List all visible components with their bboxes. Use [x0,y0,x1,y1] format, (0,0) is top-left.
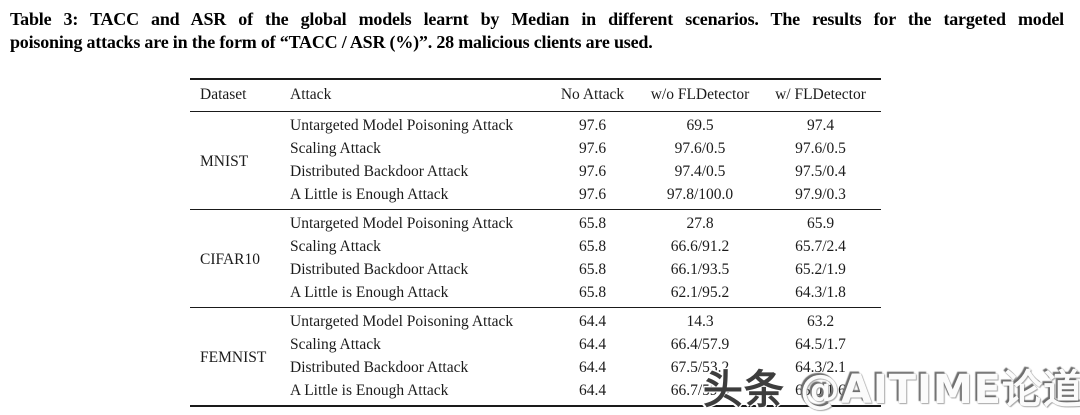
column-header-dataset: Dataset [200,86,247,103]
wo-fldetector-value: 62.1/95.2 [670,284,730,301]
column-header-wo-fldetector: w/o FLDetector [650,86,750,103]
attack-name: A Little is Enough Attack [290,186,449,203]
table-row: Distributed Backdoor Attack 97.6 97.4/0.5 9… [190,160,881,183]
dataset-label: FEMNIST [190,307,285,406]
table-row: FEMNIST Untargeted Model Poisoning Attack… [190,307,881,406]
wo-fldetector-value: 69.5 [686,117,714,134]
wo-fldetector-value: 97.8/100.0 [666,186,734,203]
wo-fldetector-value: 66.7/59.6 [670,382,730,399]
w-fldetector-value: 97.4 [806,117,835,134]
w-fldetector-value: 64.5/1.7 [795,336,846,353]
no-attack-value: 64.4 [545,307,640,333]
attack-name: Scaling Attack [290,336,381,353]
table-row: A Little is Enough Attack 65.8 62.1/95.2 64… [190,281,881,308]
dataset-label: CIFAR10 [190,209,285,308]
dataset-label: MNIST [200,153,249,170]
w-fldetector-value: 65.7/2.4 [795,238,846,255]
wo-fldetector-value: 66.4/57.9 [670,336,730,353]
table-row: CIFAR10 Untargeted Model Poisoning Attack… [190,209,881,308]
w-fldetector-value: 97.9/0.3 [795,186,846,203]
table-row: Scaling Attack 64.4 66.4/57.9 64.5/1.7 [190,333,881,356]
no-attack-value: 65.8 [578,284,607,301]
table-row: Scaling Attack 65.8 66.6/91.2 65.7/2.4 [190,235,881,258]
w-fldetector-value: 65.9 [760,209,881,235]
wo-fldetector-value: 97.6/0.5 [674,140,726,157]
attack-name: Untargeted Model Poisoning Attack [285,209,545,235]
w-fldetector-value: 63.2 [760,307,881,333]
wo-fldetector-value: 66.1/93.5 [670,261,730,278]
no-attack-value: 97.6 [578,163,607,180]
no-attack-value: 65.8 [578,261,607,278]
attack-name: Untargeted Model Poisoning Attack [290,117,514,134]
no-attack-value: 97.6 [578,117,607,134]
table-row: MNIST Untargeted Model Poisoning Attack 97… [190,112,881,170]
table-header-row: Dataset Attack No Attack w/o FLDetector … [190,79,881,112]
no-attack-value: 65.8 [578,238,607,255]
attack-name: Scaling Attack [290,238,381,255]
w-fldetector-value: 65.2/1.9 [795,261,846,278]
no-attack-value: 97.6 [578,140,607,157]
wo-fldetector-value: 27.8 [640,209,760,235]
attack-name: Untargeted Model Poisoning Attack [285,307,545,333]
wo-fldetector-value: 66.6/91.2 [670,238,730,255]
table-caption: Table 3: TACC and ASR of the global mode… [10,8,1064,54]
w-fldetector-value: 64.3/2.1 [795,359,846,376]
attack-name: Distributed Backdoor Attack [290,359,469,376]
attack-name: Distributed Backdoor Attack [290,163,469,180]
column-header-no-attack: No Attack [560,86,625,103]
wo-fldetector-value: 97.4/0.5 [674,163,726,180]
no-attack-value: 97.6 [578,186,607,203]
attack-name: A Little is Enough Attack [290,284,449,301]
table-row: Scaling Attack 97.6 97.6/0.5 97.6/0.5 [190,137,881,160]
wo-fldetector-value: 14.3 [640,307,760,333]
attack-name: Scaling Attack [290,140,381,157]
no-attack-value: 64.4 [578,336,607,353]
w-fldetector-value: 65.0/1.6 [795,382,846,399]
table-row: Distributed Backdoor Attack 65.8 66.1/93.5… [190,258,881,281]
caption-line-1: Table 3: TACC and ASR of the global mode… [10,9,1064,29]
column-header-w-fldetector: w/ FLDetector [775,86,866,103]
no-attack-value: 64.4 [578,359,607,376]
table-body: MNIST Untargeted Model Poisoning Attack 97… [190,112,881,406]
table-row: A Little is Enough Attack 64.4 66.7/59.6 65… [190,379,881,406]
attack-name: A Little is Enough Attack [290,382,449,399]
no-attack-value: 64.4 [578,382,607,399]
w-fldetector-value: 97.6/0.5 [795,140,846,157]
column-header-attack: Attack [290,86,332,103]
table-header: Dataset Attack No Attack w/o FLDetector … [190,79,881,112]
w-fldetector-value: 64.3/1.8 [795,284,846,301]
attack-name: Distributed Backdoor Attack [290,261,469,278]
results-table: Dataset Attack No Attack w/o FLDetector … [190,78,881,407]
w-fldetector-value: 97.5/0.4 [795,163,846,180]
table-row: Distributed Backdoor Attack 64.4 67.5/53.2… [190,356,881,379]
table-row: A Little is Enough Attack 97.6 97.8/100.0 9… [190,183,881,210]
no-attack-value: 65.8 [545,209,640,235]
wo-fldetector-value: 67.5/53.2 [670,359,730,376]
caption-line-2: poisoning attacks are in the form of “TA… [10,32,653,52]
